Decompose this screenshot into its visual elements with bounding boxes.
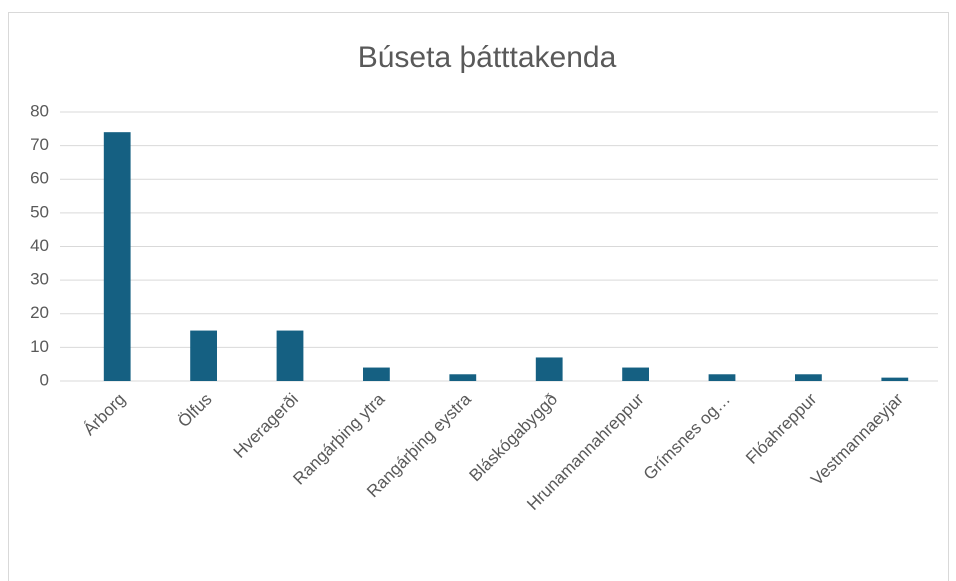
bar [190,330,217,381]
bar [708,374,736,381]
bar [276,330,304,381]
y-tick-label: 0 [40,370,49,389]
bar [881,377,909,381]
bar [103,132,131,381]
y-tick-label: 60 [30,169,49,188]
bar [363,367,390,381]
bar [622,367,649,381]
chart-border [8,12,949,581]
y-tick-label: 20 [30,303,49,322]
y-tick-label: 10 [30,337,49,356]
bar [795,374,822,381]
chart-title: Búseta þátttakenda [358,41,617,74]
y-tick-label: 30 [30,270,49,289]
y-tick-label: 50 [30,202,49,221]
y-tick-label: 40 [30,236,49,255]
bar [449,374,477,381]
bar [535,357,563,381]
y-tick-label: 80 [30,101,49,120]
y-tick-label: 70 [30,135,49,154]
